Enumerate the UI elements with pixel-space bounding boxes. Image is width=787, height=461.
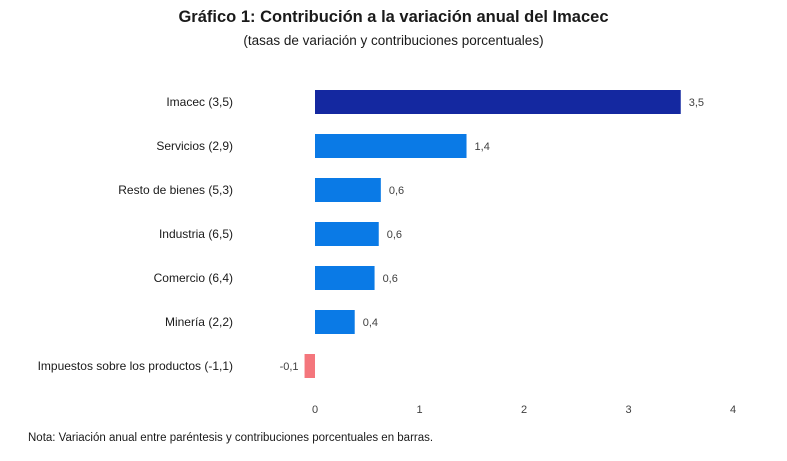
data-label: 0,6 [383,273,398,285]
bar [315,310,355,334]
category-label: Minería (2,2) [165,315,233,329]
data-label: 0,6 [387,229,402,241]
x-tick-label: 3 [625,404,631,416]
bars [304,90,681,378]
category-label: Imacec (3,5) [166,95,233,109]
category-label: Resto de bienes (5,3) [118,183,233,197]
category-label: Servicios (2,9) [156,139,233,153]
category-labels: Imacec (3,5) Servicios (2,9) Resto de bien… [38,95,233,373]
data-label: 0,6 [389,185,404,197]
x-axis-tick-labels: 0 1 2 3 4 [312,404,736,416]
category-label: Impuestos sobre los productos (-1,1) [38,359,233,373]
value-labels: 3,5 1,4 0,6 0,6 0,6 0,4 -0,1 [280,97,704,373]
category-label: Industria (6,5) [159,227,233,241]
bar [304,354,315,378]
bar [315,134,467,158]
data-label: 1,4 [475,141,490,153]
x-tick-label: 0 [312,404,318,416]
x-tick-label: 1 [416,404,422,416]
bar [315,178,381,202]
chart-note: Nota: Variación anual entre paréntesis y… [28,432,434,444]
data-label: 3,5 [689,97,704,109]
x-tick-label: 2 [521,404,527,416]
bar [315,90,681,114]
chart-title: Gráfico 1: Contribución a la variación a… [178,8,609,26]
chart-subtitle: (tasas de variación y contribuciones por… [243,33,544,48]
bar [315,222,379,246]
bar [315,266,375,290]
x-tick-label: 4 [730,404,736,416]
data-label: 0,4 [363,317,378,329]
category-label: Comercio (6,4) [154,271,233,285]
data-label: -0,1 [280,361,299,373]
